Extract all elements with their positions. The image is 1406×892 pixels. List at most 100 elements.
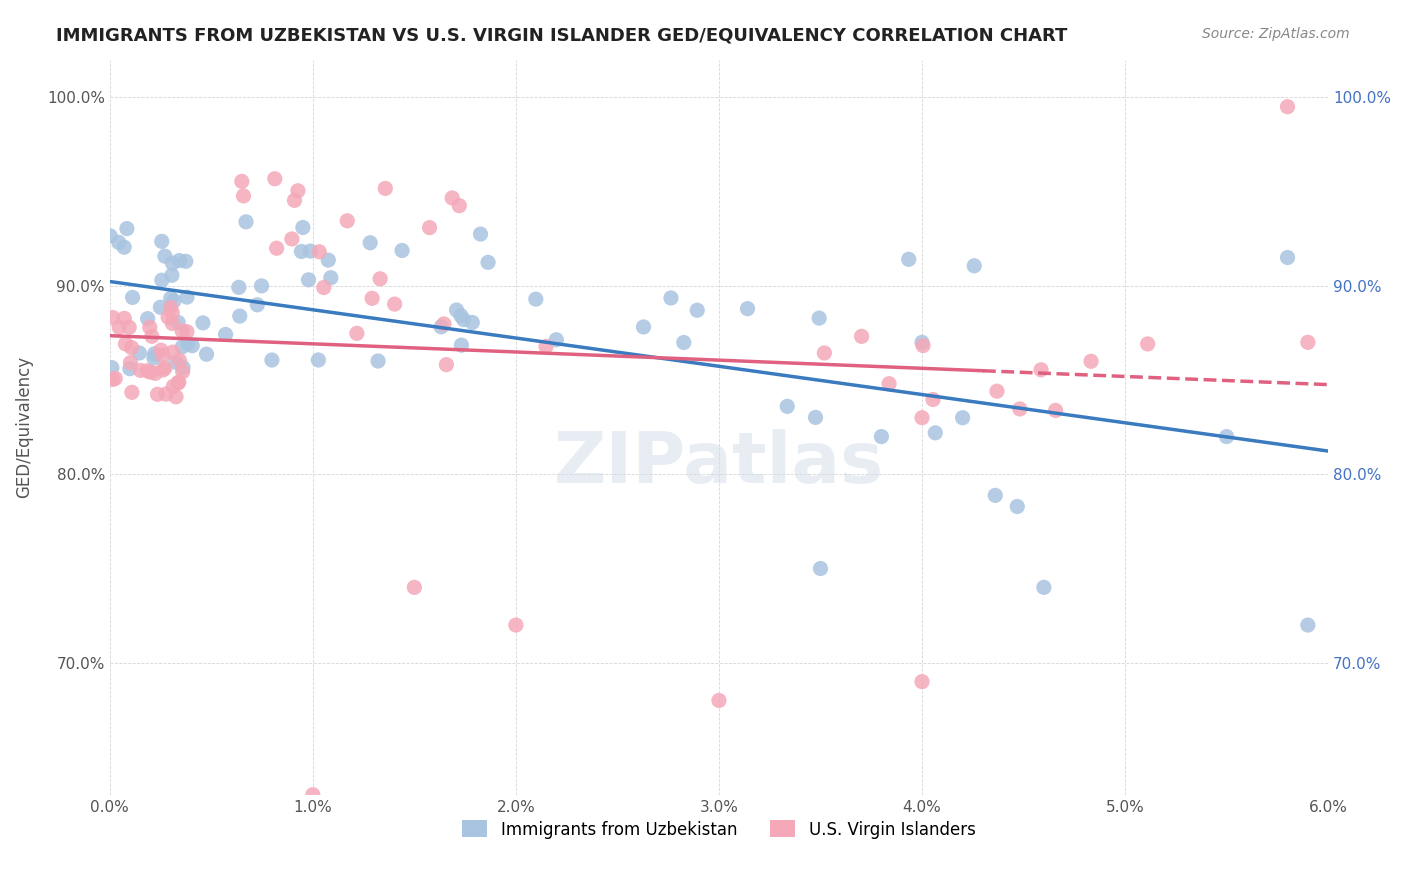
Point bbox=[163, 293, 186, 308]
Point bbox=[290, 244, 312, 259]
Point bbox=[367, 354, 389, 368]
Point bbox=[963, 259, 986, 273]
Point bbox=[984, 488, 1007, 502]
Point bbox=[120, 356, 142, 370]
Point bbox=[159, 301, 181, 315]
Point bbox=[299, 244, 322, 258]
Point bbox=[404, 580, 426, 594]
Point bbox=[167, 316, 190, 330]
Point bbox=[877, 376, 900, 391]
Point bbox=[1029, 363, 1052, 377]
Point bbox=[291, 220, 314, 235]
Point bbox=[808, 311, 831, 326]
Point bbox=[461, 315, 484, 329]
Point bbox=[534, 339, 557, 353]
Point bbox=[851, 329, 873, 343]
Point bbox=[810, 561, 832, 575]
Point bbox=[813, 346, 835, 360]
Point bbox=[1008, 401, 1031, 416]
Point bbox=[162, 317, 184, 331]
Point bbox=[470, 227, 492, 241]
Point bbox=[911, 410, 934, 425]
Point bbox=[114, 337, 136, 351]
Point bbox=[804, 410, 827, 425]
Point bbox=[307, 353, 329, 368]
Point bbox=[139, 320, 162, 334]
Point bbox=[172, 340, 194, 354]
Point bbox=[155, 387, 177, 401]
Point bbox=[112, 240, 135, 254]
Point bbox=[453, 312, 475, 326]
Point bbox=[633, 320, 655, 334]
Point bbox=[228, 280, 250, 294]
Point bbox=[121, 385, 143, 400]
Point bbox=[136, 311, 159, 326]
Point bbox=[149, 300, 172, 314]
Point bbox=[177, 336, 200, 351]
Point bbox=[922, 392, 945, 407]
Point bbox=[152, 363, 174, 377]
Point bbox=[191, 316, 214, 330]
Point bbox=[160, 268, 183, 283]
Point bbox=[145, 367, 167, 381]
Point bbox=[312, 280, 335, 294]
Point bbox=[176, 290, 198, 304]
Point bbox=[150, 343, 173, 358]
Point bbox=[195, 347, 218, 361]
Point bbox=[374, 181, 396, 195]
Point bbox=[108, 320, 131, 334]
Point bbox=[336, 214, 359, 228]
Point bbox=[870, 429, 893, 443]
Point bbox=[477, 255, 499, 269]
Point bbox=[659, 291, 682, 305]
Point bbox=[165, 390, 187, 404]
Point bbox=[162, 256, 184, 270]
Point bbox=[897, 252, 920, 267]
Point bbox=[346, 326, 368, 341]
Point bbox=[737, 301, 759, 316]
Point bbox=[924, 425, 946, 440]
Text: IMMIGRANTS FROM UZBEKISTAN VS U.S. VIRGIN ISLANDER GED/EQUIVALENCY CORRELATION C: IMMIGRANTS FROM UZBEKISTAN VS U.S. VIRGI… bbox=[56, 27, 1067, 45]
Point bbox=[524, 292, 547, 306]
Point bbox=[391, 244, 413, 258]
Point bbox=[129, 363, 152, 377]
Point bbox=[449, 199, 471, 213]
Point bbox=[169, 253, 191, 268]
Point bbox=[1296, 335, 1319, 350]
Point bbox=[287, 184, 309, 198]
Point bbox=[162, 306, 184, 320]
Point bbox=[1136, 337, 1159, 351]
Point bbox=[359, 235, 381, 250]
Text: Source: ZipAtlas.com: Source: ZipAtlas.com bbox=[1202, 27, 1350, 41]
Point bbox=[162, 379, 184, 393]
Point bbox=[98, 228, 121, 243]
Point bbox=[165, 355, 187, 369]
Point bbox=[150, 235, 173, 249]
Point bbox=[214, 327, 236, 342]
Point bbox=[231, 174, 253, 188]
Point bbox=[101, 360, 124, 375]
Point bbox=[505, 618, 527, 632]
Point bbox=[260, 353, 283, 368]
Point bbox=[450, 309, 472, 323]
Point bbox=[128, 346, 150, 360]
Point bbox=[143, 347, 166, 361]
Point bbox=[316, 253, 339, 268]
Point bbox=[153, 361, 176, 376]
Point bbox=[136, 364, 159, 378]
Point bbox=[232, 189, 254, 203]
Point bbox=[707, 693, 730, 707]
Point bbox=[361, 291, 384, 305]
Point bbox=[297, 273, 319, 287]
Point bbox=[150, 273, 173, 287]
Point bbox=[101, 372, 124, 386]
Point bbox=[181, 339, 204, 353]
Point bbox=[301, 788, 323, 802]
Point bbox=[1277, 100, 1299, 114]
Point bbox=[121, 341, 143, 355]
Point bbox=[141, 329, 163, 343]
Point bbox=[1215, 429, 1237, 443]
Point bbox=[1080, 354, 1102, 368]
Point bbox=[246, 298, 269, 312]
Point bbox=[153, 249, 176, 263]
